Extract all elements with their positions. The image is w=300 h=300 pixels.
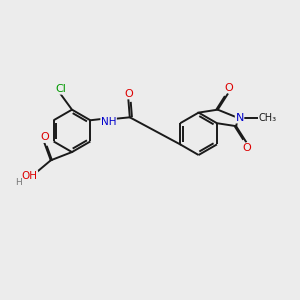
- Text: H: H: [16, 178, 22, 187]
- Text: OH: OH: [22, 171, 38, 181]
- Text: Cl: Cl: [55, 84, 66, 94]
- Text: N: N: [236, 113, 244, 123]
- Text: O: O: [224, 82, 233, 93]
- Text: O: O: [40, 132, 49, 142]
- Text: O: O: [124, 89, 133, 99]
- Text: CH₃: CH₃: [259, 113, 277, 123]
- Text: NH: NH: [101, 117, 116, 127]
- Text: O: O: [243, 143, 251, 153]
